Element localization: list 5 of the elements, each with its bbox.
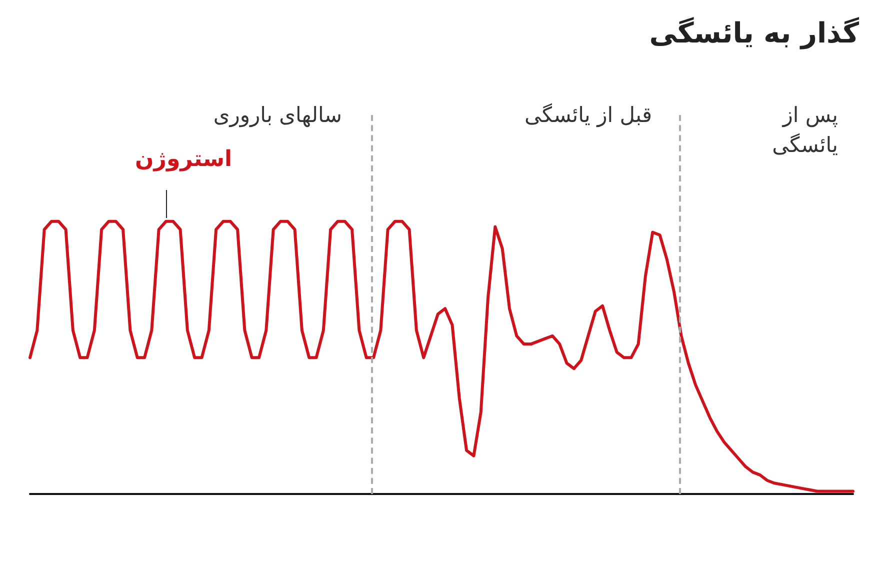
- text: سالهای باروری: [213, 102, 342, 130]
- text: پس از یائسگی: [771, 102, 838, 159]
- text: استروژن: [135, 146, 232, 174]
- text: قبل از یائسگی: [524, 102, 652, 130]
- chart-title: گذار به یائسگی: [649, 16, 860, 50]
